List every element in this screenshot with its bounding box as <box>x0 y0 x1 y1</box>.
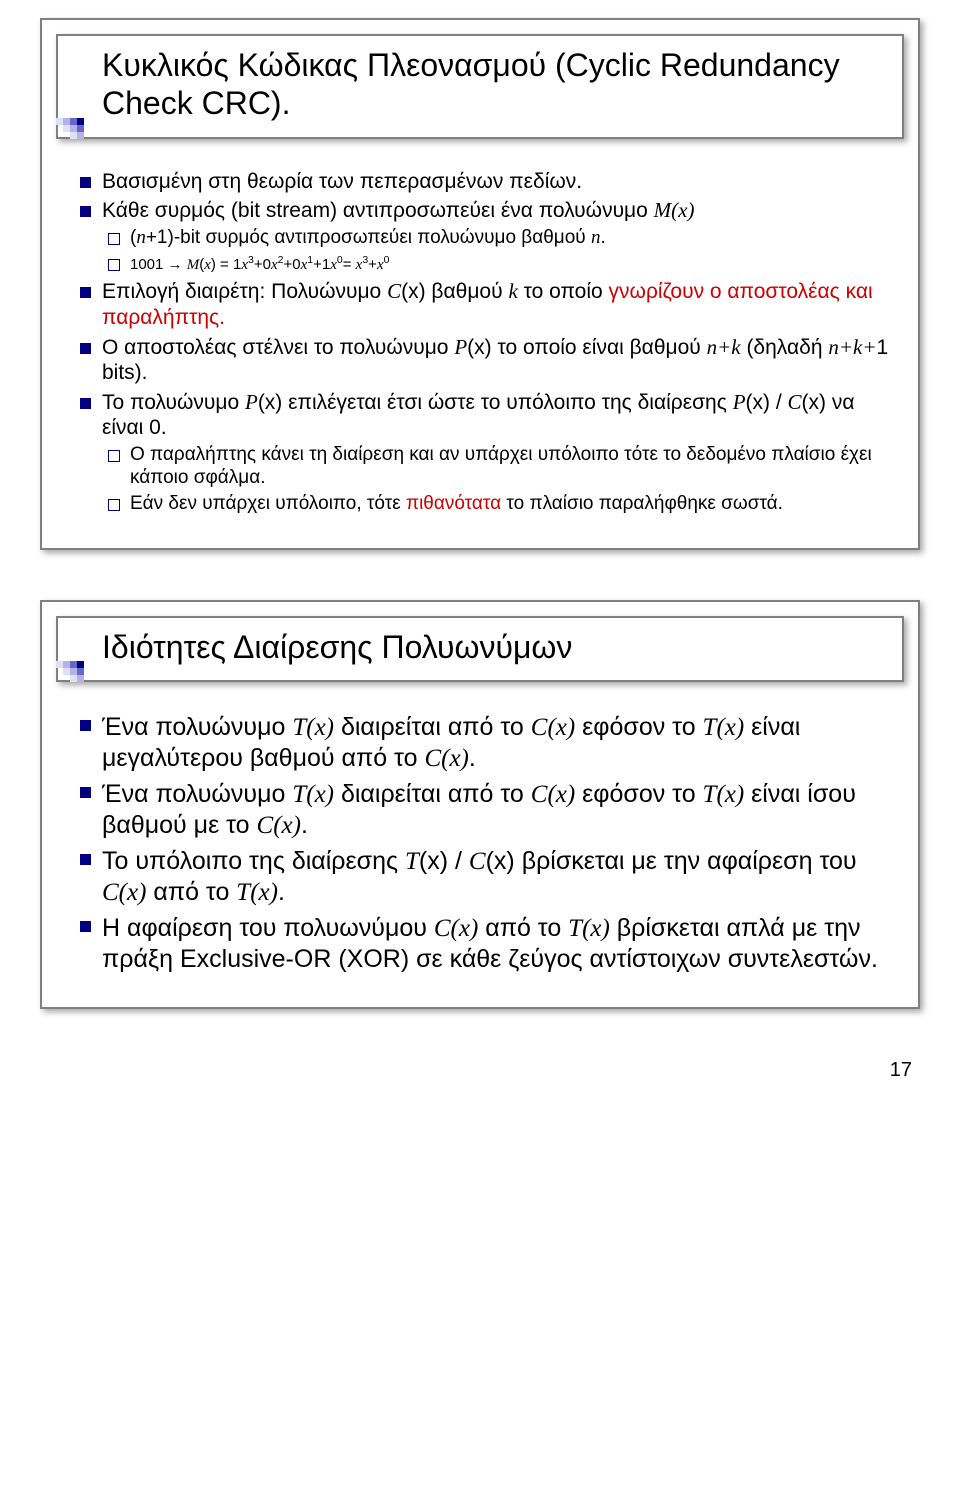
text: . <box>301 811 308 839</box>
bullet: Το πολυώνυμο P(x) επιλέγεται έτσι ώστε τ… <box>102 390 890 516</box>
bullet: Κάθε συρμός (bit stream) αντιπροσωπεύει … <box>102 198 890 275</box>
text: T(x) <box>236 879 278 906</box>
text: T <box>405 848 419 875</box>
text: Επιλογή διαιρέτη: Πολυώνυμο <box>102 280 387 303</box>
text: (x) <box>258 391 283 414</box>
text: Το υπόλοιπο της διαίρεσης <box>102 847 405 875</box>
text: T(x) <box>703 714 745 741</box>
text: (x) <box>486 847 515 875</box>
slide-1: Κυκλικός Κώδικας Πλεονασμού (Cyclic Redu… <box>40 18 920 550</box>
bullet: Η αφαίρεση του πολυωνύμου C(x) από το T(… <box>102 913 890 975</box>
page-number: 17 <box>0 1059 960 1094</box>
text: T(x) <box>292 781 334 808</box>
text-emphasis: πιθανότατα <box>406 493 501 514</box>
text: C <box>788 390 802 414</box>
slide-2-content: Ένα πολυώνυμο T(x) διαιρείται από το C(x… <box>50 708 910 999</box>
text: C(x) <box>257 812 301 839</box>
text: Ένα πολυώνυμο <box>102 713 292 741</box>
text: Βασισμένη στη θεωρία των πεπερασμένων πε… <box>102 170 582 193</box>
bullet: Το υπόλοιπο της διαίρεσης T(x) / C(x) βρ… <box>102 846 890 909</box>
title-decor-icon <box>56 118 84 139</box>
slide-1-title: Κυκλικός Κώδικας Πλεονασμού (Cyclic Redu… <box>102 46 882 123</box>
text: από το <box>146 878 236 906</box>
text: P <box>454 335 467 359</box>
text: (x) <box>419 847 448 875</box>
text: . <box>600 227 605 248</box>
text: C <box>469 848 486 875</box>
sub-bullet: Ο παραλήπτης κάνει τη διαίρεση και αν υπ… <box>130 443 890 489</box>
text: Εάν δεν υπάρχει υπόλοιπο, τότε <box>130 493 406 514</box>
text: εφόσον το <box>575 713 702 741</box>
text: C(x) <box>424 745 468 772</box>
text: M(x) <box>654 198 695 222</box>
text: εφόσον το <box>575 780 702 808</box>
text: n+k+ <box>828 335 876 359</box>
text: από το <box>478 914 568 942</box>
text: (x) <box>802 391 827 414</box>
text: βρίσκεται με την αφαίρεση του <box>515 847 857 875</box>
text: (x) <box>746 391 771 414</box>
sub-bullet: 1001 → M(x) = 1x3+0x2+0x1+1x0= x3+x0 <box>130 252 890 275</box>
text: / <box>448 847 469 875</box>
bullet: Επιλογή διαιρέτη: Πολυώνυμο C(x) βαθμού … <box>102 279 890 330</box>
text: Η αφαίρεση του πολυωνύμου <box>102 914 434 942</box>
text: (δηλαδή <box>741 336 829 359</box>
bullet: Ένα πολυώνυμο T(x) διαιρείται από το C(x… <box>102 712 890 775</box>
text: C <box>387 279 401 303</box>
text: k <box>508 279 517 303</box>
slide-1-title-block: Κυκλικός Κώδικας Πλεονασμού (Cyclic Redu… <box>56 34 904 139</box>
text: C(x) <box>531 781 575 808</box>
text: διαιρείται από το <box>334 780 531 808</box>
text: C(x) <box>434 915 478 942</box>
text: Το πολυώνυμο <box>102 391 245 414</box>
text: Ένα πολυώνυμο <box>102 780 292 808</box>
text: T(x) <box>703 781 745 808</box>
slide-2-title-block: Ιδιότητες Διαίρεσης Πολυωνύμων <box>56 616 904 682</box>
text: διαιρείται από το <box>334 713 531 741</box>
text: C(x) <box>531 714 575 741</box>
text: . <box>278 878 285 906</box>
bullet: Βασισμένη στη θεωρία των πεπερασμένων πε… <box>102 169 890 195</box>
text: το οποίο <box>518 280 609 303</box>
text: T(x) <box>568 915 610 942</box>
text: το πλαίσιο παραλήφθηκε σωστά. <box>501 493 783 514</box>
text: επιλέγεται έτσι ώστε το υπόλοιπο της δια… <box>282 391 732 414</box>
text: n+k <box>707 335 741 359</box>
text: P <box>245 390 258 414</box>
text: n <box>136 227 146 248</box>
text: Κάθε συρμός (bit stream) αντιπροσωπεύει … <box>102 199 654 222</box>
text: C(x) <box>102 879 146 906</box>
text: το οποίο είναι βαθμού <box>492 336 707 359</box>
text: . <box>469 744 476 772</box>
text: (x) <box>401 280 426 303</box>
text: +1)-bit συρμός αντιπροσωπεύει πολυώνυμο … <box>146 227 591 248</box>
text: βαθμού <box>426 280 509 303</box>
text: Ο αποστολέας στέλνει το πολυώνυμο <box>102 336 454 359</box>
text: (x) <box>467 336 492 359</box>
text: P <box>733 390 746 414</box>
text: T(x) <box>292 714 334 741</box>
sub-bullet: Εάν δεν υπάρχει υπόλοιπο, τότε πιθανότατ… <box>130 492 890 515</box>
bullet: Ένα πολυώνυμο T(x) διαιρείται από το C(x… <box>102 779 890 842</box>
bullet: Ο αποστολέας στέλνει το πολυώνυμο P(x) τ… <box>102 335 890 386</box>
text: / <box>770 391 788 414</box>
text: 1001 → M(x) = 1x3+0x2+0x1+1x0= x3+x0 <box>130 256 389 273</box>
slide-1-content: Βασισμένη στη θεωρία των πεπερασμένων πε… <box>50 165 910 540</box>
text: Ο παραλήπτης κάνει τη διαίρεση και αν υπ… <box>130 444 872 488</box>
title-decor-icon <box>56 661 84 682</box>
slide-2-title: Ιδιότητες Διαίρεσης Πολυωνύμων <box>102 628 882 666</box>
sub-bullet: (n+1)-bit συρμός αντιπροσωπεύει πολυώνυμ… <box>130 226 890 249</box>
slide-2: Ιδιότητες Διαίρεσης Πολυωνύμων Ένα πολυώ… <box>40 600 920 1009</box>
